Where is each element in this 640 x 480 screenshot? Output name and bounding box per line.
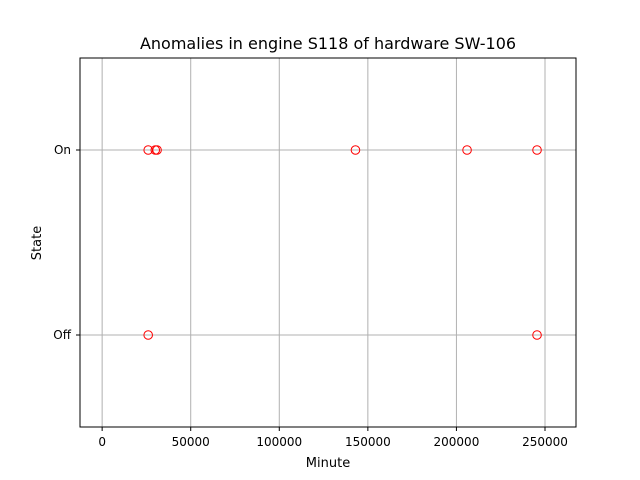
y-axis-ticks: Off On — [53, 143, 80, 342]
plot-frame — [79, 57, 577, 428]
x-axis-label: Minute — [306, 456, 350, 471]
data-point — [152, 145, 162, 155]
data-point — [350, 145, 361, 155]
x-tick-label: 50000 — [172, 435, 210, 449]
data-point — [532, 145, 542, 155]
data-points — [143, 145, 542, 340]
y-tick-label: On — [54, 143, 71, 157]
x-tick-label: 150000 — [345, 435, 391, 449]
data-point — [143, 330, 153, 340]
x-tick-label: 100000 — [256, 435, 302, 449]
data-point — [462, 145, 472, 155]
x-tick-label: 200000 — [434, 435, 480, 449]
y-tick-label: Off — [53, 328, 71, 342]
grid — [80, 58, 576, 427]
y-axis-label: State — [30, 226, 45, 260]
x-tick-label: 0 — [98, 435, 106, 449]
x-tick-label: 250000 — [522, 435, 568, 449]
chart-title: Anomalies in engine S118 of hardware SW-… — [140, 34, 516, 53]
data-point — [532, 330, 542, 340]
x-axis-ticks: 0 50000 100000 150000 200000 250000 — [98, 427, 568, 449]
